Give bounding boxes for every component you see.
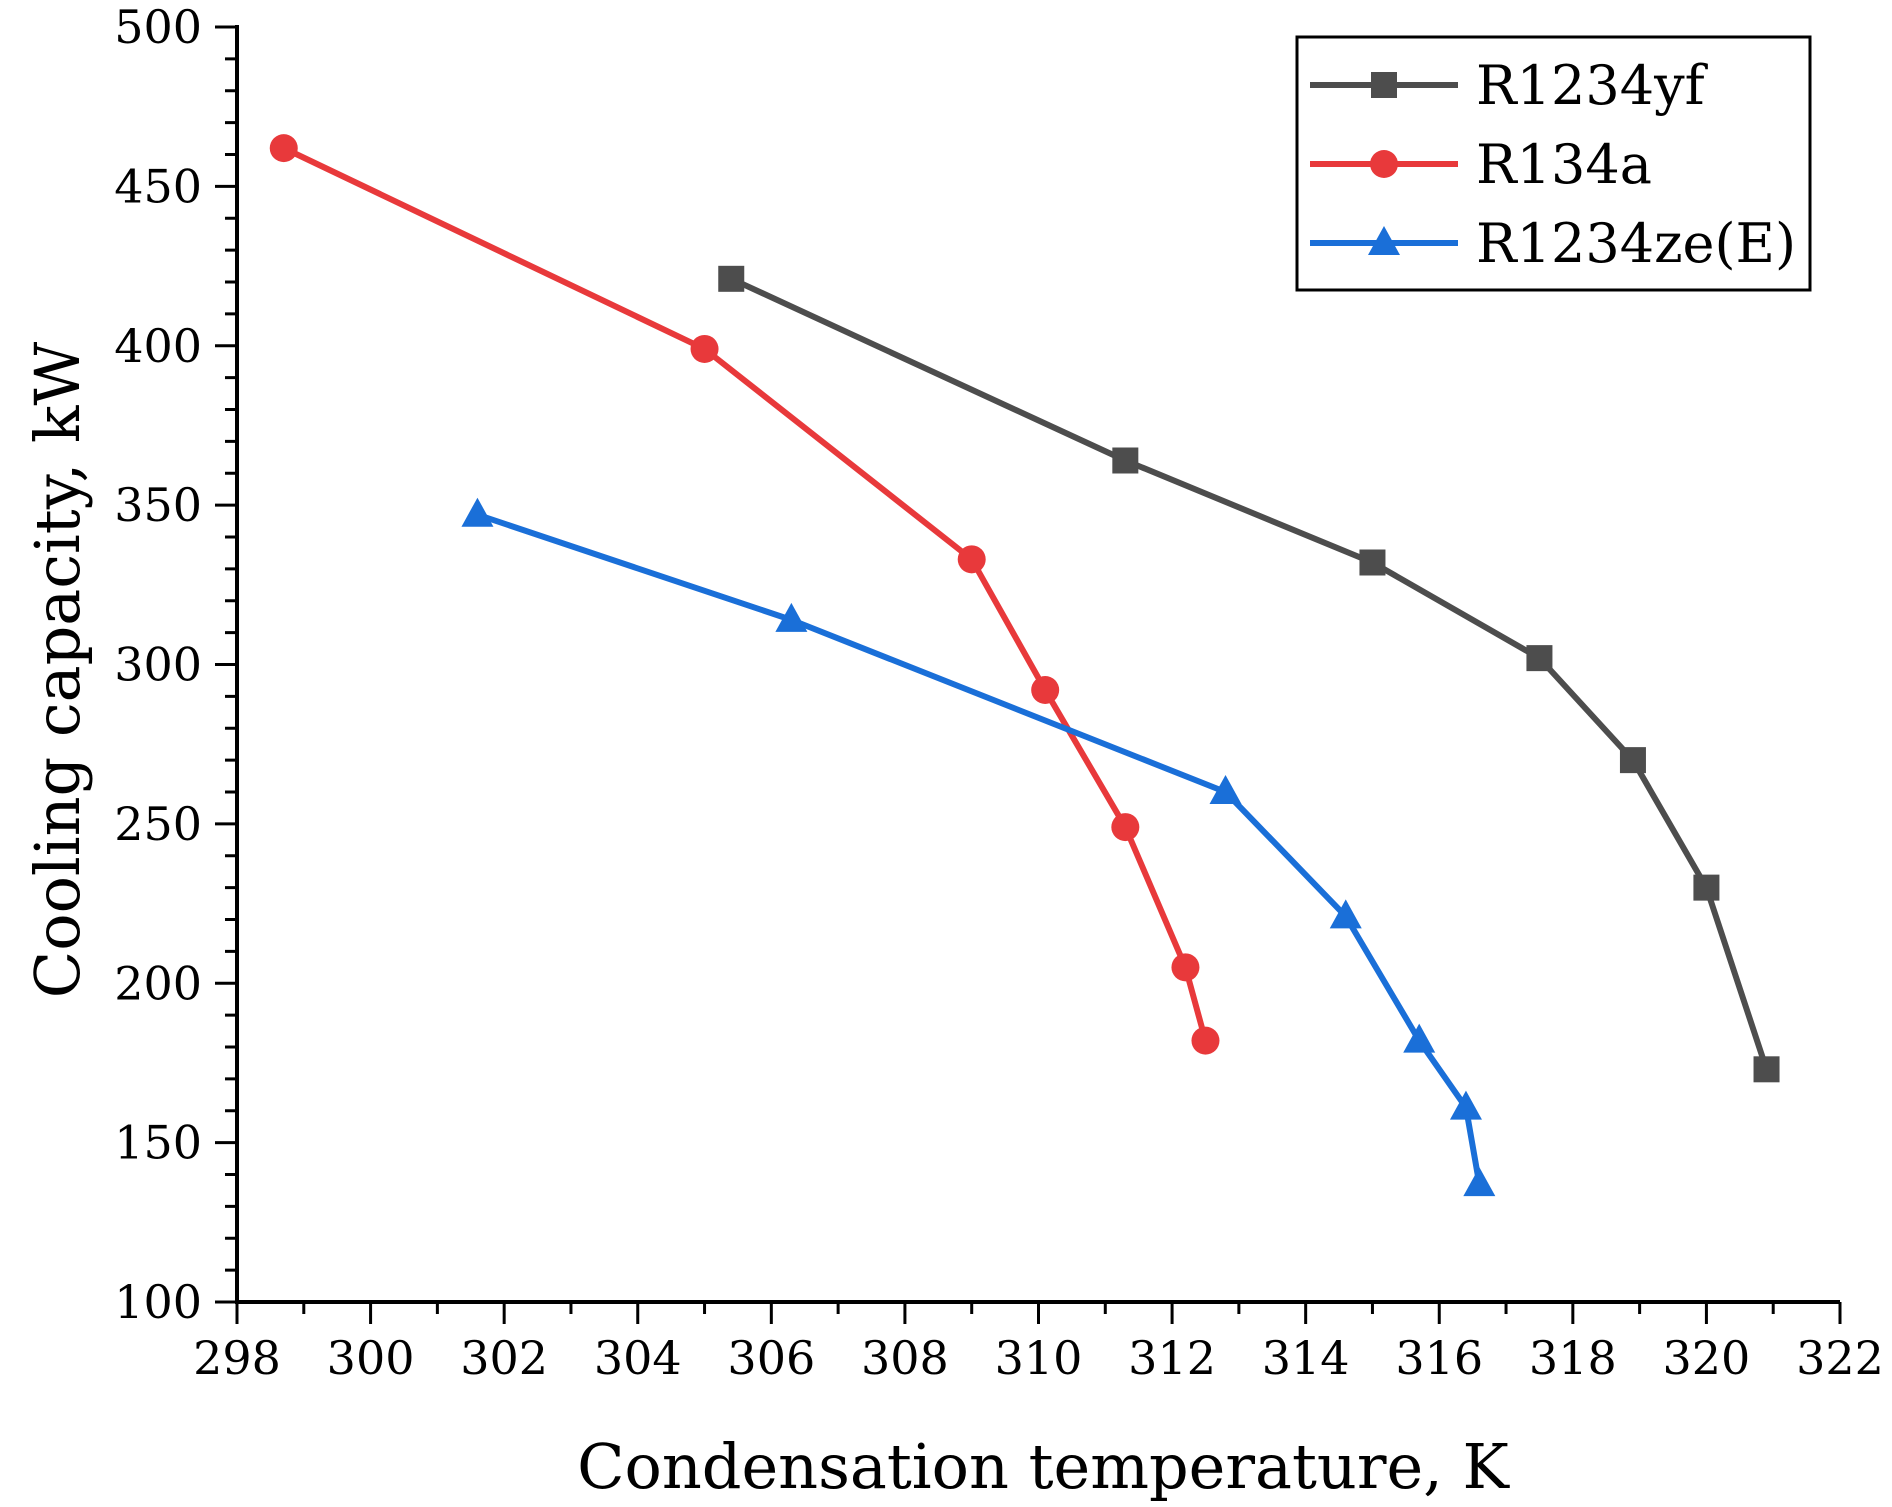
data-point: [690, 334, 719, 363]
legend-marker: [1368, 226, 1400, 255]
legend: R1234yf R134a R1234ze(E): [1295, 35, 1812, 292]
data-point: [1031, 676, 1060, 704]
y-tick-label: 150: [114, 1116, 202, 1170]
y-axis-title: Cooling capacity, kW: [21, 342, 94, 999]
x-axis-title: Condensation temperature, K: [577, 1430, 1510, 1503]
ticks: 298 300 302 304 306 308 310 312 314 316 318 320 322 1…: [114, 0, 1884, 1385]
data-point: [775, 602, 808, 632]
x-tick-label: 300: [327, 1331, 415, 1385]
series-layer: [269, 134, 1780, 1197]
x-tick-label: 320: [1663, 1331, 1751, 1385]
data-point: [1209, 775, 1242, 804]
y-tick-label: 400: [114, 319, 202, 373]
data-point: [1449, 1090, 1482, 1120]
y-tick-label: 350: [114, 478, 202, 532]
data-point: [1112, 447, 1139, 474]
data-point: [1619, 747, 1646, 774]
x-tick-label: 306: [727, 1331, 815, 1385]
legend-marker: [1371, 72, 1397, 98]
x-tick-label: 316: [1395, 1331, 1483, 1385]
x-tick-label: 310: [995, 1331, 1083, 1385]
series-R1234yf: [718, 265, 1780, 1083]
data-point: [1526, 645, 1553, 672]
data-point: [718, 265, 745, 292]
legend-label: R1234yf: [1476, 54, 1709, 117]
legend-entry: R134a: [1310, 133, 1652, 196]
data-point: [269, 134, 298, 163]
x-tick-label: 308: [861, 1331, 949, 1385]
data-point: [1191, 1026, 1220, 1055]
data-point: [1171, 953, 1200, 982]
x-tick-label: 314: [1262, 1331, 1350, 1385]
data-point: [1693, 874, 1720, 901]
x-tick-label: 318: [1529, 1331, 1617, 1385]
series-R1234ze(E): [461, 497, 1496, 1197]
data-point: [1111, 813, 1140, 842]
x-tick-label: 312: [1128, 1331, 1216, 1385]
data-point: [1753, 1056, 1780, 1083]
x-tick-label: 302: [460, 1331, 548, 1385]
series-R134a: [269, 134, 1220, 1055]
data-point: [957, 545, 986, 574]
y-tick-label: 500: [114, 0, 202, 54]
data-point: [1329, 899, 1362, 929]
data-point: [1403, 1023, 1436, 1053]
y-tick-label: 250: [114, 797, 202, 851]
series-line: [476, 511, 1483, 1185]
x-tick-label: 304: [594, 1331, 682, 1385]
y-tick-label: 450: [114, 159, 202, 213]
y-tick-label: 300: [114, 638, 202, 692]
series-line: [730, 276, 1770, 1071]
legend-entry: R1234ze(E): [1310, 212, 1796, 275]
legend-marker: [1370, 150, 1398, 178]
data-point: [461, 497, 494, 527]
x-tick-label: 298: [193, 1331, 281, 1385]
data-point: [1359, 549, 1386, 576]
data-point: [1463, 1167, 1496, 1197]
legend-label: R1234ze(E): [1476, 212, 1796, 275]
legend-label: R134a: [1476, 133, 1652, 196]
y-tick-label: 100: [114, 1275, 202, 1329]
legend-entry: R1234yf: [1310, 54, 1709, 117]
y-tick-label: 200: [114, 956, 202, 1010]
x-tick-label: 322: [1796, 1331, 1884, 1385]
